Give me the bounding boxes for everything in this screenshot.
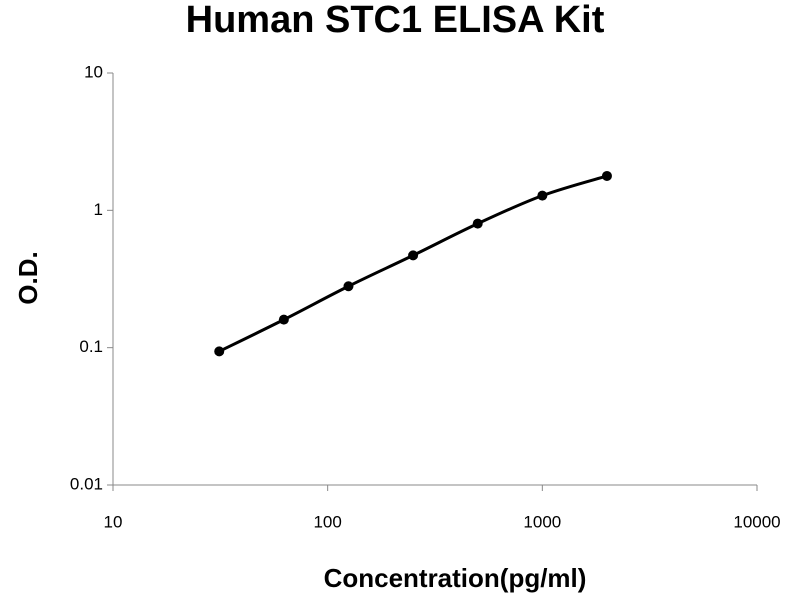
y-tick-label: 0.1 [79, 337, 103, 356]
point [214, 346, 225, 357]
point [601, 170, 612, 181]
x-tick-label: 10 [104, 512, 123, 531]
x-axis-title: Concentration(pg/ml) [324, 563, 587, 593]
point [278, 314, 289, 325]
point [472, 218, 483, 229]
x-tick-label: 100 [313, 512, 341, 531]
x-tick-label: 1000 [523, 512, 561, 531]
curve [218, 174, 608, 353]
y-axis-title: O.D. [13, 251, 43, 304]
x-tick-label: 10000 [733, 512, 780, 531]
y-tick-label: 0.01 [70, 474, 103, 493]
point [537, 190, 548, 201]
point [408, 250, 419, 261]
y-tick-label: 1 [94, 200, 103, 219]
y-tick-label: 10 [84, 62, 103, 81]
chart-title: Human STC1 ELISA Kit [186, 0, 605, 41]
point [343, 281, 354, 292]
